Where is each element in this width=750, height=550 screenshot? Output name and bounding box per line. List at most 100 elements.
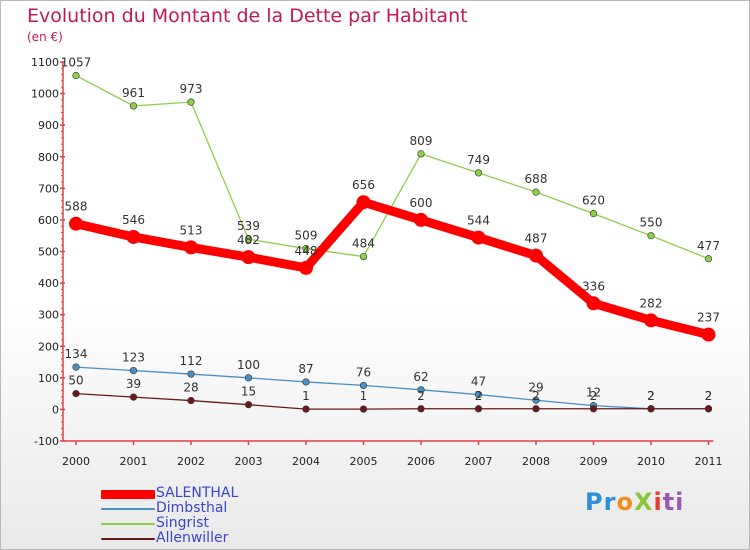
data-point-allenwiller: [187, 396, 195, 405]
data-point-allenwiller: [474, 405, 483, 413]
data-point-allenwiller: [72, 390, 80, 398]
data-point-singrist: [532, 188, 540, 196]
y-tick-label: 200: [38, 340, 59, 353]
logo-part: i: [653, 488, 663, 516]
data-point-allenwiller: [359, 405, 368, 413]
data-label-allenwiller: 2: [705, 389, 713, 403]
data-label-dimbsthal: 76: [356, 365, 371, 379]
data-label-allenwiller: 28: [183, 381, 198, 395]
data-label-dimbsthal: 12: [586, 386, 601, 400]
data-point-dimbsthal: [302, 378, 310, 386]
y-tick-label: 300: [38, 309, 59, 322]
data-point-salenthal: [471, 230, 486, 245]
data-label-singrist: 973: [180, 82, 203, 96]
data-label-dimbsthal: 112: [180, 354, 203, 368]
proxiti-logo: ProXiti: [585, 488, 684, 516]
data-label-singrist: 620: [582, 194, 605, 208]
data-point-allenwiller: [647, 405, 655, 413]
data-label-dimbsthal: 47: [471, 375, 486, 389]
data-point-dimbsthal: [187, 370, 195, 378]
data-point-singrist: [72, 71, 80, 80]
legend-label-singrist: Singrist: [156, 515, 209, 531]
y-tick-label: 700: [38, 182, 59, 195]
data-point-singrist: [704, 255, 713, 263]
data-point-singrist: [359, 252, 368, 261]
data-label-singrist: 484: [352, 237, 375, 251]
data-label-dimbsthal: 87: [298, 362, 313, 376]
y-tick-label: 800: [38, 151, 59, 164]
y-tick-label: -100: [34, 435, 59, 448]
data-point-salenthal: [299, 260, 313, 275]
legend-swatch-singrist: [101, 523, 155, 525]
data-point-salenthal: [241, 250, 256, 265]
data-point-allenwiller: [129, 393, 138, 401]
data-label-dimbsthal: 123: [122, 351, 145, 365]
data-label-salenthal: 546: [122, 213, 145, 227]
data-point-singrist: [589, 210, 598, 218]
x-tick-label: 2010: [637, 455, 665, 468]
x-tick-label: 2005: [350, 455, 378, 468]
data-label-singrist: 509: [295, 229, 318, 243]
y-tick-label: 600: [38, 214, 59, 227]
data-point-singrist: [187, 98, 195, 106]
x-tick-label: 2000: [62, 455, 90, 468]
legend-label-dimbsthal: Dimbsthal: [156, 500, 228, 516]
logo-part: X: [633, 488, 654, 516]
data-point-allenwiller: [244, 401, 253, 409]
data-label-salenthal: 588: [65, 200, 88, 214]
data-point-salenthal: [644, 313, 658, 328]
data-label-allenwiller: 2: [417, 389, 425, 403]
data-label-singrist: 1057: [61, 56, 92, 70]
data-label-dimbsthal: 100: [237, 358, 260, 372]
x-tick-label: 2004: [292, 455, 320, 468]
logo-part: ti: [662, 488, 685, 516]
x-tick-label: 2003: [235, 455, 263, 468]
data-label-salenthal: 282: [640, 296, 663, 310]
data-point-salenthal: [586, 296, 601, 311]
data-label-allenwiller: 2: [590, 389, 598, 403]
data-point-salenthal: [701, 327, 716, 342]
logo-part: o: [616, 488, 634, 516]
y-tick-label: 1000: [31, 88, 59, 101]
data-point-dimbsthal: [129, 366, 138, 375]
data-point-salenthal: [356, 195, 371, 210]
data-point-dimbsthal: [359, 381, 368, 390]
data-label-allenwiller: 39: [126, 377, 141, 391]
y-tick-label: 900: [38, 119, 59, 132]
data-point-dimbsthal: [244, 374, 253, 382]
data-label-salenthal: 237: [697, 311, 720, 325]
data-label-salenthal: 336: [582, 279, 605, 293]
data-label-dimbsthal: 134: [65, 347, 88, 361]
data-label-dimbsthal: 62: [413, 370, 428, 384]
data-label-salenthal: 448: [295, 244, 318, 258]
series-line-salenthal: [71, 197, 713, 340]
data-point-salenthal: [126, 229, 141, 244]
data-label-allenwiller: 2: [647, 389, 655, 403]
data-point-dimbsthal: [72, 363, 80, 371]
data-label-salenthal: 513: [180, 223, 203, 237]
data-label-allenwiller: 2: [532, 389, 540, 403]
data-point-dimbsthal: [417, 386, 425, 394]
data-label-allenwiller: 2: [475, 389, 483, 403]
data-point-singrist: [647, 232, 655, 240]
data-point-singrist: [302, 245, 310, 253]
legend-swatch-salenthal: [101, 489, 155, 499]
legend-label-allenwiller: Allenwiller: [156, 530, 229, 546]
data-label-dimbsthal: 2: [705, 389, 713, 403]
data-point-dimbsthal: [474, 390, 483, 399]
legend-label-salenthal: SALENTHAL: [156, 485, 239, 501]
data-point-salenthal: [529, 248, 543, 263]
x-tick-label: 2011: [695, 455, 723, 468]
x-tick-label: 2007: [465, 455, 493, 468]
data-label-salenthal: 487: [525, 232, 548, 246]
data-point-allenwiller: [704, 405, 713, 413]
data-point-allenwiller: [417, 405, 425, 413]
data-point-salenthal: [414, 212, 428, 227]
data-label-dimbsthal: 29: [528, 380, 543, 394]
x-tick-label: 2009: [580, 455, 608, 468]
x-tick-label: 2001: [120, 455, 148, 468]
data-point-singrist: [474, 169, 483, 177]
data-label-salenthal: 656: [352, 178, 375, 192]
data-label-salenthal: 600: [410, 196, 433, 210]
y-tick-label: 500: [38, 246, 59, 259]
